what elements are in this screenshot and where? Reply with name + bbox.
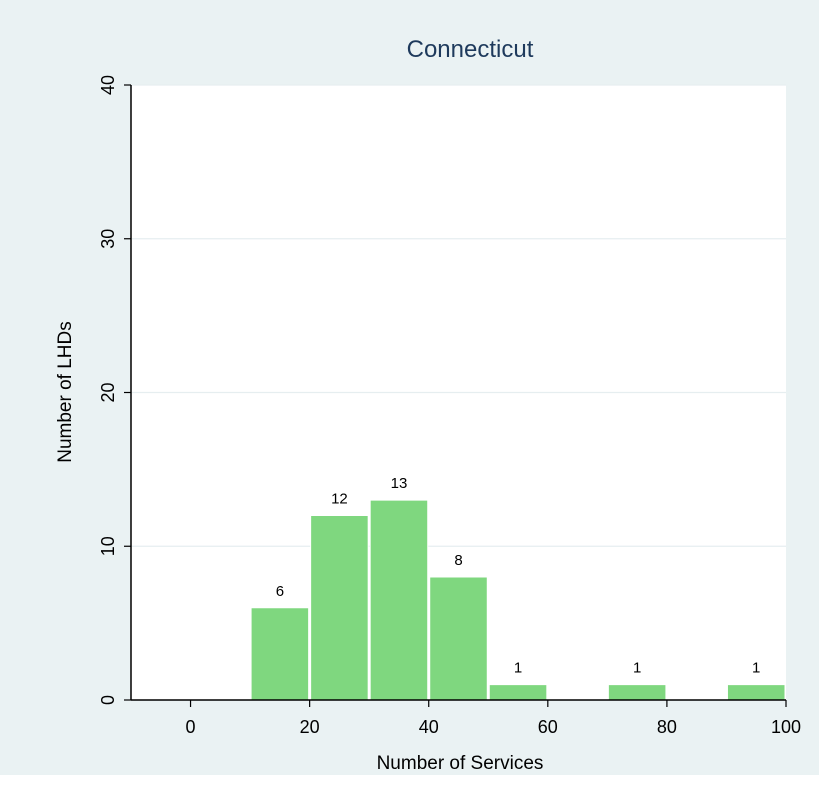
y-tick-label-10: 10 <box>98 536 118 556</box>
chart-title: Connecticut <box>407 36 534 63</box>
bar-50-60 <box>488 684 548 701</box>
bar-label-10-20: 6 <box>276 583 284 600</box>
bar-10-20 <box>250 607 310 701</box>
x-axis-ticks: 0 20 40 60 80 100 <box>186 700 801 737</box>
x-tick-label-0: 0 <box>186 717 196 737</box>
bar-label-70-80: 1 <box>633 660 641 677</box>
chart-background: 6 12 13 8 1 1 1 0 20 40 60 80 100 0 10 20 30 40 Connect… <box>0 0 819 775</box>
bar-30-40 <box>369 499 429 701</box>
bar-labels: 6 12 13 8 1 1 1 <box>276 475 761 677</box>
histogram-chart: 6 12 13 8 1 1 1 0 20 40 60 80 100 0 10 20 30 40 Connect… <box>55 36 801 774</box>
y-tick-label-30: 30 <box>98 229 118 249</box>
x-tick-label-20: 20 <box>300 717 320 737</box>
x-tick-label-40: 40 <box>419 717 439 737</box>
x-axis-title: Number of Services <box>377 753 544 774</box>
bar-40-50 <box>429 576 488 701</box>
bar-label-30-40: 13 <box>391 475 408 492</box>
bars <box>250 499 786 701</box>
y-axis-title: Number of LHDs <box>55 321 76 463</box>
y-tick-label-40: 40 <box>98 75 118 95</box>
bar-90-100 <box>726 684 786 701</box>
y-tick-label-20: 20 <box>98 382 118 402</box>
y-tick-label-0: 0 <box>98 695 118 705</box>
bar-label-90-100: 1 <box>752 660 760 677</box>
x-tick-label-100: 100 <box>771 717 801 737</box>
bar-label-20-30: 12 <box>331 491 348 508</box>
bar-70-80 <box>607 684 667 701</box>
bar-20-30 <box>310 515 369 701</box>
y-axis-ticks: 0 10 20 30 40 <box>98 75 131 705</box>
bar-label-40-50: 8 <box>454 552 462 569</box>
gridlines <box>131 84 786 547</box>
x-tick-label-60: 60 <box>538 717 558 737</box>
bar-label-50-60: 1 <box>514 660 522 677</box>
x-tick-label-80: 80 <box>657 717 677 737</box>
